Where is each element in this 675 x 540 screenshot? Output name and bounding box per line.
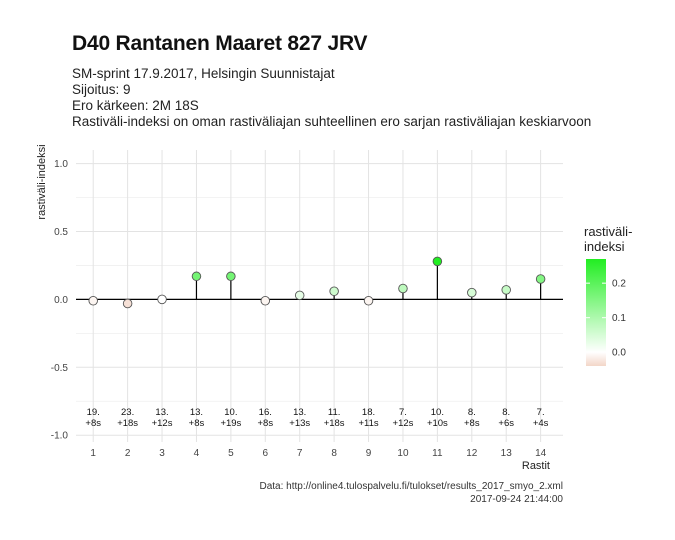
subtitle-event: SM-sprint 17.9.2017, Helsingin Suunnista… xyxy=(72,66,335,81)
annotation-rank: 13. xyxy=(190,407,203,418)
data-point xyxy=(294,290,305,301)
annotation-rank: 8. xyxy=(502,407,510,418)
data-point xyxy=(157,294,167,305)
x-tick-label: 2 xyxy=(125,448,131,459)
legend-title-line1: rastiväli- xyxy=(584,224,633,239)
axis-layer: 1.00.50.0-0.5-1.01 2 3 4 5 6 7 8 9 10 11 12 13 14 xyxy=(51,159,563,459)
annotation-rank: 13. xyxy=(293,407,306,418)
color-legend: 0.2 0.1 0.0 xyxy=(586,259,626,366)
annotation-time: +19s xyxy=(220,418,241,429)
annotation-rank: 7. xyxy=(537,407,545,418)
data-point xyxy=(260,296,271,306)
data-point xyxy=(501,285,511,295)
data-point xyxy=(363,296,374,306)
x-tick-label: 3 xyxy=(159,448,165,459)
annotation-time: +8s xyxy=(257,418,273,429)
x-tick-label: 4 xyxy=(194,448,200,459)
annotation-time: +12s xyxy=(393,418,414,429)
annotation-rank: 19. xyxy=(87,407,100,418)
x-tick-label: 1 xyxy=(90,448,96,459)
data-point xyxy=(535,274,546,284)
x-axis-label: Rastit xyxy=(522,460,550,472)
data-point xyxy=(191,271,202,282)
annotation-time: +8s xyxy=(464,418,480,429)
data-point xyxy=(398,283,408,294)
data-point xyxy=(432,256,443,267)
annotation-time: +10s xyxy=(427,418,448,429)
x-tick-label: 6 xyxy=(263,448,269,459)
point-layer xyxy=(88,256,546,309)
x-tick-label: 8 xyxy=(331,448,337,459)
legend-tick-label: 0.2 xyxy=(612,279,626,290)
y-tick-label: -0.5 xyxy=(51,363,69,374)
x-tick-label: 13 xyxy=(501,448,513,459)
annotation-rank: 10. xyxy=(431,407,444,418)
x-tick-label: 14 xyxy=(535,448,547,459)
legend-tick-label: 0.1 xyxy=(612,313,626,324)
annotation-rank: 13. xyxy=(155,407,168,418)
subtitle-description: Rastiväli-indeksi on oman rastiväliajan … xyxy=(72,114,592,129)
y-tick-label: -1.0 xyxy=(51,431,69,442)
subtitle-gap: Ero kärkeen: 2M 18S xyxy=(72,98,199,113)
annotation-rank: 7. xyxy=(399,407,407,418)
annotation-time: +4s xyxy=(533,418,549,429)
annotation-rank: 18. xyxy=(362,407,375,418)
annotation-time: +18s xyxy=(117,418,138,429)
x-tick-label: 10 xyxy=(397,448,409,459)
data-point xyxy=(226,271,236,282)
legend-title: rastiväli- indeksi xyxy=(584,224,632,254)
x-tick-label: 12 xyxy=(466,448,478,459)
annotation-time: +6s xyxy=(498,418,514,429)
legend-colorbar xyxy=(586,259,606,366)
annotation-layer: 19.+8s23.+18s13.+12s13.+8s10.+19s16.+8s1… xyxy=(85,407,548,429)
data-point xyxy=(88,296,98,306)
annotation-time: +18s xyxy=(324,418,345,429)
y-tick-label: 0.5 xyxy=(54,227,68,238)
x-tick-label: 7 xyxy=(297,448,303,459)
annotation-time: +8s xyxy=(189,418,205,429)
annotation-time: +8s xyxy=(85,418,101,429)
y-tick-label: 1.0 xyxy=(54,159,68,170)
annotation-rank: 23. xyxy=(121,407,134,418)
subtitle-placement: Sijoitus: 9 xyxy=(72,82,131,97)
y-axis-label: rastiväli-indeksi xyxy=(36,144,48,219)
x-tick-label: 5 xyxy=(228,448,234,459)
annotation-rank: 16. xyxy=(259,407,272,418)
annotation-rank: 11. xyxy=(328,407,341,418)
x-tick-label: 11 xyxy=(432,448,443,459)
data-point xyxy=(329,286,339,296)
annotation-time: +11s xyxy=(358,418,378,429)
data-point xyxy=(467,287,477,298)
x-tick-label: 9 xyxy=(366,448,372,459)
y-tick-label: 0.0 xyxy=(54,295,68,306)
timestamp: 2017-09-24 21:44:00 xyxy=(470,494,563,505)
data-source: Data: http://online4.tulospalvelu.fi/tul… xyxy=(259,481,563,492)
legend-tick-label: 0.0 xyxy=(612,348,626,359)
chart-title: D40 Rantanen Maaret 827 JRV xyxy=(72,32,368,55)
annotation-time: +12s xyxy=(152,418,173,429)
grid-layer xyxy=(76,150,563,442)
data-point xyxy=(122,298,133,309)
annotation-rank: 8. xyxy=(468,407,476,418)
annotation-rank: 10. xyxy=(224,407,237,418)
annotation-time: +13s xyxy=(289,418,310,429)
legend-title-line2: indeksi xyxy=(584,239,625,254)
